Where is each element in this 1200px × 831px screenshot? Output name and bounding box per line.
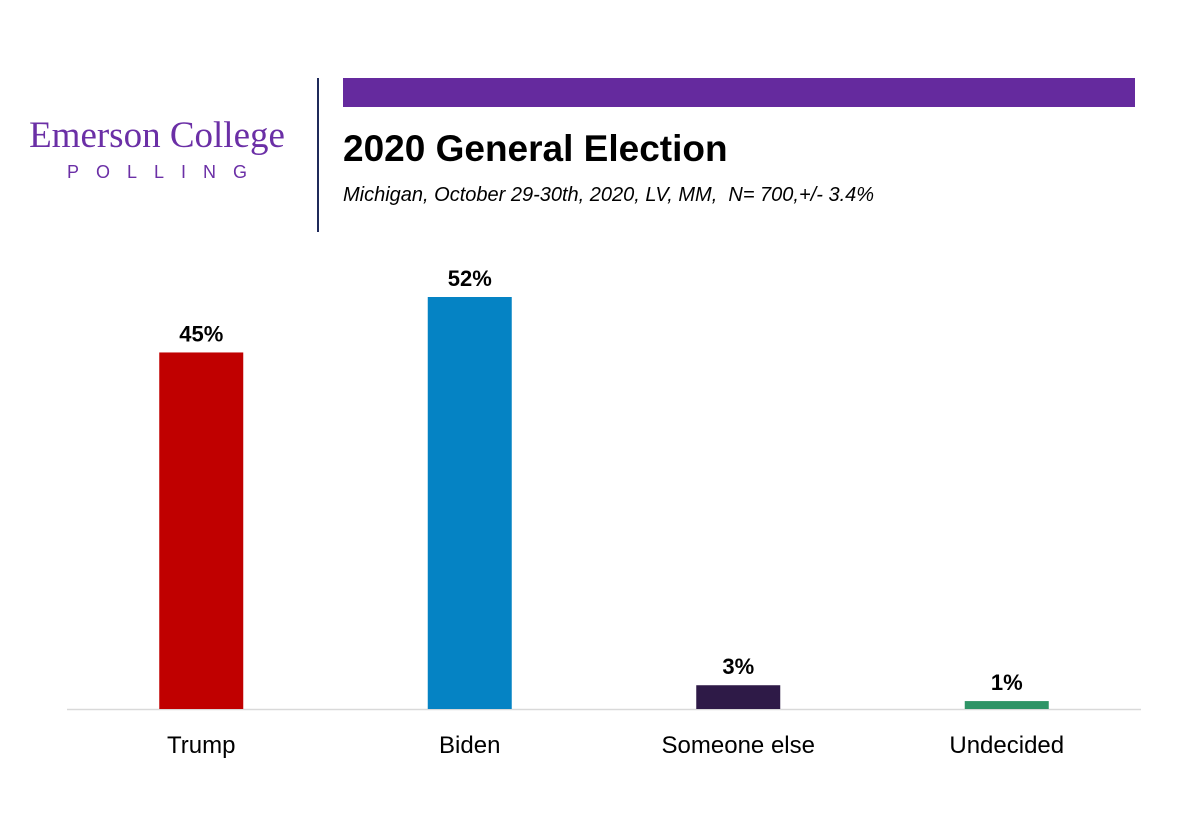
value-label-someone-else: 3%: [722, 654, 754, 679]
category-label-biden: Biden: [439, 732, 500, 759]
bar-trump: [159, 352, 244, 709]
value-label-trump: 45%: [179, 321, 223, 346]
bar-undecided: [964, 701, 1049, 709]
category-label-someone-else: Someone else: [662, 732, 815, 759]
header-divider: [317, 78, 319, 232]
emerson-college-polling-logo: Emerson College POLLING: [22, 114, 292, 182]
chart-subtitle: Michigan, October 29-30th, 2020, LV, MM,…: [343, 184, 875, 206]
value-label-biden: 52%: [448, 266, 492, 291]
bar-biden: [427, 297, 512, 709]
category-label-undecided: Undecided: [949, 732, 1064, 759]
chart-title: 2020 General Election: [343, 128, 728, 169]
bar-someone-else: [696, 685, 781, 709]
logo-subtitle: POLLING: [66, 162, 265, 182]
value-label-undecided: 1%: [991, 670, 1023, 695]
header-accent-bar: [343, 78, 1135, 107]
category-label-trump: Trump: [167, 732, 235, 759]
logo-name: Emerson College: [29, 115, 285, 156]
